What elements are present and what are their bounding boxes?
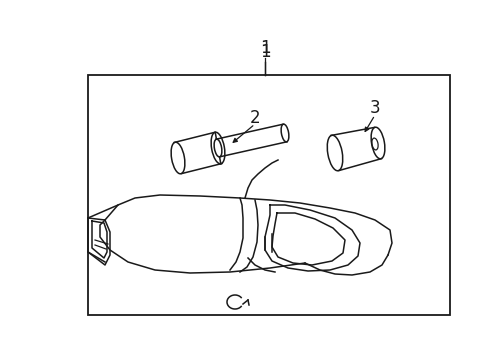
- Text: 1: 1: [259, 43, 270, 61]
- Text: 2: 2: [249, 109, 260, 127]
- Text: 1: 1: [259, 39, 270, 57]
- Bar: [88, 75, 449, 315]
- Text: 3: 3: [369, 99, 380, 117]
